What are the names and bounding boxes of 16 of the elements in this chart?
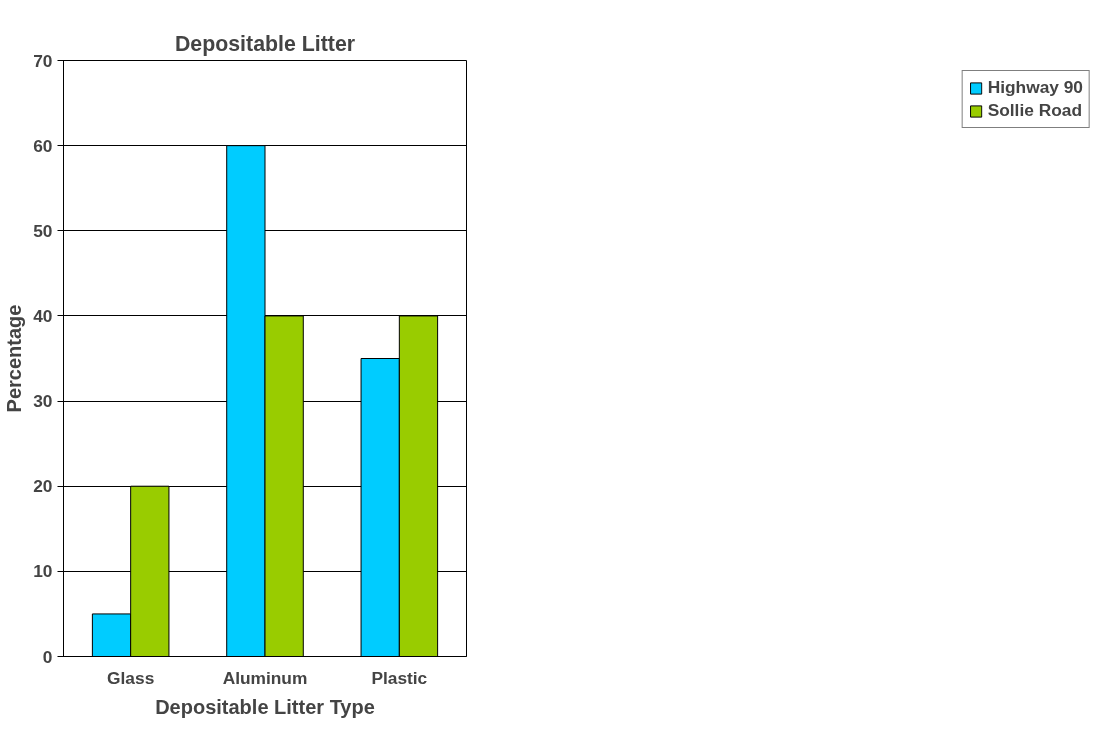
- x-axis-title: Depositable Litter Type: [155, 695, 375, 718]
- y-tick-label: 10: [33, 561, 53, 582]
- legend-label: Sollie Road: [987, 100, 1083, 121]
- y-tick-label: 30: [33, 391, 53, 412]
- chart-title: Depositable Litter: [174, 31, 356, 56]
- y-axis-title: Percentage: [3, 304, 26, 413]
- y-tick-label: 0: [42, 646, 53, 667]
- legend-label: Highway 90: [987, 77, 1083, 98]
- y-tick-label: 20: [33, 476, 53, 497]
- y-tick-label: 50: [33, 220, 53, 241]
- y-tick-label: 70: [33, 50, 53, 71]
- x-tick-label: Aluminum: [222, 667, 308, 688]
- x-tick-label: Glass: [107, 667, 155, 688]
- y-tick-label: 60: [33, 135, 53, 156]
- x-tick-label: Plastic: [371, 667, 428, 688]
- y-tick-label: 40: [33, 305, 53, 326]
